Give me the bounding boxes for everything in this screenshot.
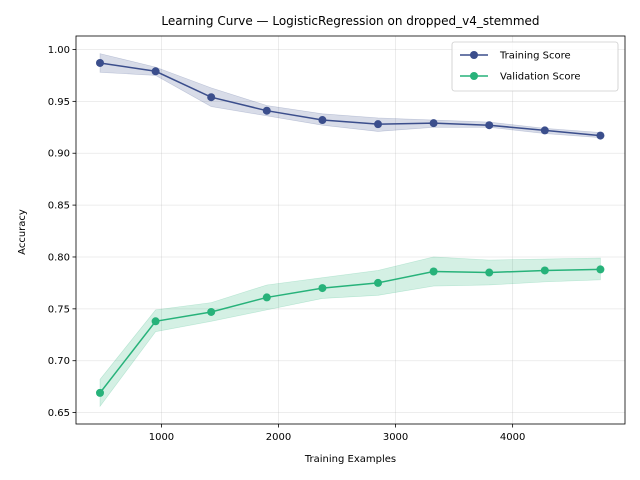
x-tick-label: 3000	[383, 432, 408, 443]
training-score-point	[262, 106, 271, 115]
x-axis-label: Training Examples	[304, 454, 396, 465]
validation-score-point	[262, 293, 271, 302]
y-tick-label: 0.70	[48, 356, 70, 367]
validation-score-point	[95, 388, 104, 397]
training-score-line	[99, 62, 601, 137]
confidence-bands	[99, 53, 601, 408]
y-tick-label: 0.75	[48, 304, 70, 315]
training-score-point	[485, 121, 494, 130]
validation-score-point	[374, 278, 383, 287]
series-lines	[99, 62, 601, 394]
training-score-point	[540, 126, 549, 135]
y-tick-label: 0.90	[48, 149, 70, 160]
legend-training-marker	[470, 51, 478, 59]
x-tick-label: 2000	[266, 432, 291, 443]
plot-frame	[75, 35, 626, 425]
validation-score-point	[540, 266, 549, 275]
training-score-point	[374, 120, 383, 129]
y-tick-label: 1.00	[48, 45, 70, 56]
training-score-point	[207, 93, 216, 102]
y-tick-label: 0.80	[48, 252, 70, 263]
y-axis-label: Accuracy	[17, 209, 28, 255]
grid-lines	[76, 36, 625, 424]
x-tick-label: 4000	[500, 432, 525, 443]
validation-score-point	[318, 284, 327, 293]
validation-confidence-band	[99, 256, 601, 408]
validation-score-point	[596, 265, 605, 274]
legend-validation-label: Validation Score	[500, 72, 581, 83]
legend: Training Score Validation Score	[451, 41, 619, 92]
x-tick-label: 1000	[149, 432, 174, 443]
y-tick-label: 0.65	[48, 408, 70, 419]
training-score-point	[596, 131, 605, 140]
training-score-point	[318, 116, 327, 125]
validation-score-point	[207, 307, 216, 316]
validation-score-line	[99, 268, 601, 394]
chart-title: Learning Curve — LogisticRegression on d…	[161, 14, 539, 28]
legend-training-label: Training Score	[499, 51, 571, 62]
validation-score-point	[429, 267, 438, 276]
training-score-point	[95, 58, 104, 67]
legend-validation-marker	[470, 72, 478, 80]
series-points	[95, 58, 605, 397]
training-score-point	[151, 67, 160, 76]
legend-box	[451, 41, 619, 92]
y-axis-ticks: 0.65 0.70 0.75 0.80 0.85 0.90 0.95 1.00	[48, 45, 76, 419]
validation-score-point	[485, 268, 494, 277]
validation-score-point	[151, 317, 160, 326]
training-score-point	[429, 119, 438, 128]
y-tick-label: 0.95	[48, 97, 70, 108]
y-tick-label: 0.85	[48, 201, 70, 212]
x-axis-ticks: 1000 2000 3000 4000	[149, 424, 525, 443]
